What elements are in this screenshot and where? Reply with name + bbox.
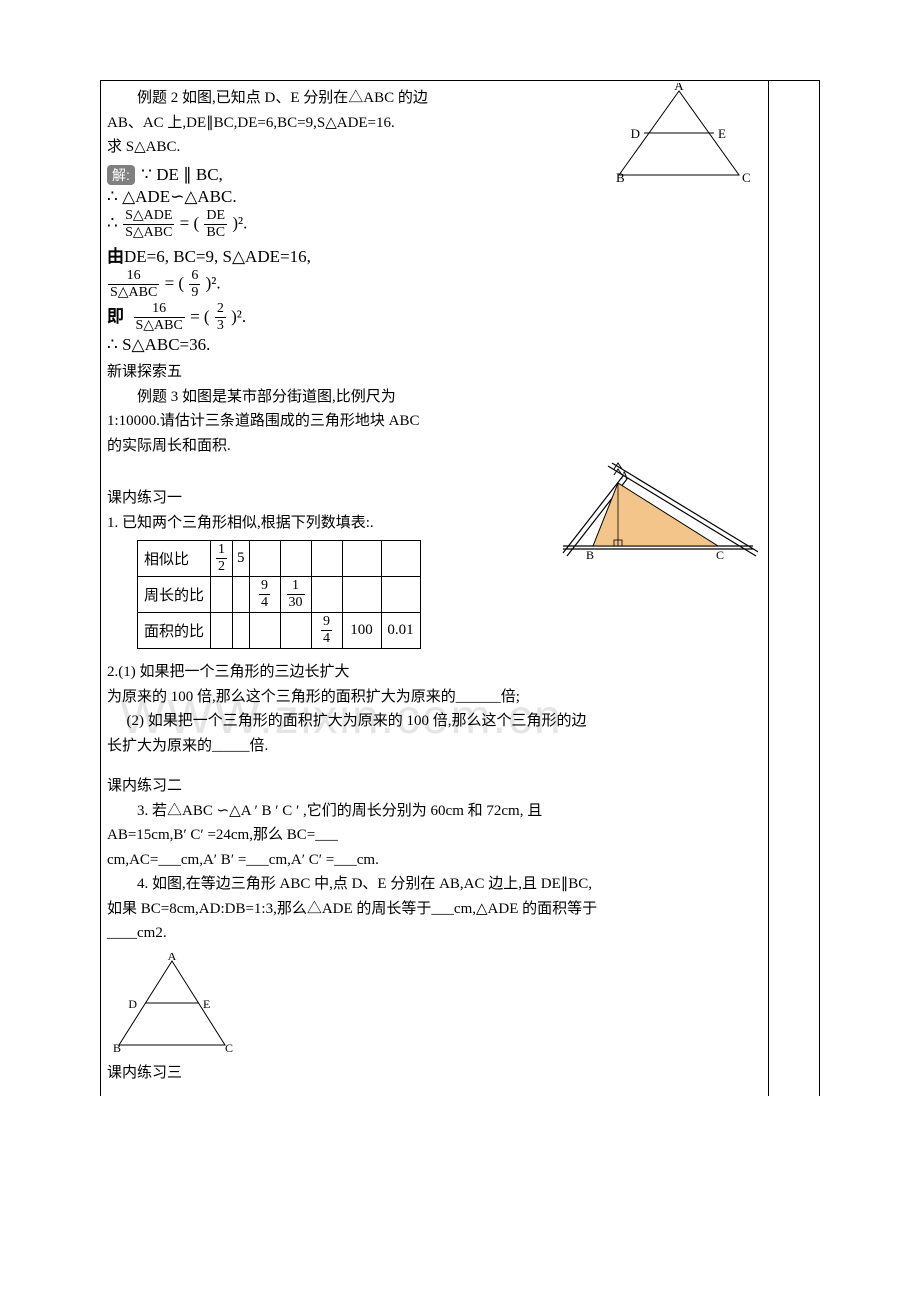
cell	[211, 577, 233, 613]
sol-l1: ∵ DE ∥ BC,	[141, 165, 223, 184]
cell	[280, 613, 311, 649]
q2-l2: 为原来的 100 倍,那么这个三角形的面积扩大为原来的______倍;	[107, 686, 762, 709]
svg-text:D: D	[128, 997, 137, 1011]
cell: 94	[249, 577, 280, 613]
practice3-title: 课内练习三	[107, 1062, 762, 1085]
cell: 5	[233, 541, 250, 577]
q2-l3: (2) 如果把一个三角形的面积扩大为原来的 100 倍,那么这个三角形的边	[107, 710, 762, 733]
table-row: 面积的比 94 100 0.01	[138, 613, 421, 649]
svg-text:C: C	[716, 548, 724, 562]
cell: 94	[311, 613, 342, 649]
row1-label: 相似比	[138, 541, 211, 577]
q4-c: ____cm2.	[107, 922, 762, 945]
cell	[233, 577, 250, 613]
cell: 100	[342, 613, 381, 649]
sol-l6: 即 16S△ABC = ( 23 )².	[107, 302, 762, 334]
svg-text:B: B	[113, 1041, 121, 1053]
tag-solution: 解:	[107, 165, 135, 185]
cell	[311, 577, 342, 613]
cell	[342, 577, 381, 613]
table-row: 相似比 12 5	[138, 541, 421, 577]
ex3-l2: 1:10000.请估计三条道路围成的三角形地块 ABC	[107, 410, 762, 433]
practice2-title: 课内练习二	[107, 775, 762, 798]
cell	[233, 613, 250, 649]
svg-text:B: B	[586, 548, 594, 562]
q3-b: AB=15cm,B′ C′ =24cm,那么 BC=___	[107, 824, 762, 847]
label-D: D	[631, 126, 640, 141]
row2-label: 周长的比	[138, 577, 211, 613]
sol-l3: ∴ S△ADES△ABC = ( DEBC )².	[107, 209, 762, 240]
cell	[311, 541, 342, 577]
side-column	[769, 81, 820, 1096]
row3-label: 面积的比	[138, 613, 211, 649]
sol-l7: ∴ S△ABC=36.	[107, 335, 762, 355]
sec5-title: 新课探索五	[107, 361, 762, 384]
cell	[280, 541, 311, 577]
q3-a: 3. 若△ABC ∽△A ′ B ′ C ′ ,它们的周长分别为 60cm 和 …	[107, 800, 762, 823]
sol-l2: ∴ △ADE∽△ABC.	[107, 187, 762, 207]
main-column: A D E B C 例题 2 如图,已知点 D、E 分别在△ABC 的边 AB、…	[101, 81, 769, 1096]
q2-l4: 长扩大为原来的_____倍.	[107, 735, 762, 758]
cell	[211, 613, 233, 649]
svg-text:C: C	[225, 1041, 233, 1053]
cell	[381, 541, 420, 577]
q4-b: 如果 BC=8cm,AD:DB=1:3,那么△ADE 的周长等于___cm,△A…	[107, 898, 762, 921]
street-map-diagram: A B C	[558, 461, 758, 571]
q2-l1: 2.(1) 如果把一个三角形的三边长扩大	[107, 661, 762, 684]
ex3-l1: 例题 3 如图是某市部分街道图,比例尺为	[107, 386, 762, 409]
ratio-table: 相似比 12 5 周长的比 94 130	[137, 540, 421, 649]
solution-block: 解: ∵ DE ∥ BC, ∴ △ADE∽△ABC. ∴ S△ADES△ABC …	[107, 165, 762, 356]
triangle-ade-diagram: A D E B C	[604, 83, 754, 183]
triangle-bottom-diagram: A D E B C	[107, 953, 237, 1053]
label-B: B	[616, 170, 625, 183]
cell: 12	[211, 541, 233, 577]
table-row: 周长的比 94 130	[138, 577, 421, 613]
q4-a: 4. 如图,在等边三角形 ABC 中,点 D、E 分别在 AB,AC 边上,且 …	[107, 873, 762, 896]
cell	[381, 577, 420, 613]
svg-text:A: A	[620, 468, 629, 482]
sol-l4: 由DE=6, BC=9, S△ADE=16,	[107, 242, 762, 267]
svg-text:E: E	[203, 997, 210, 1011]
cell	[342, 541, 381, 577]
cell: 130	[280, 577, 311, 613]
sol-l5: 16S△ABC = ( 69 )².	[107, 269, 762, 300]
ex3-l3: 的实际周长和面积.	[107, 435, 762, 458]
cell	[249, 541, 280, 577]
cell: 0.01	[381, 613, 420, 649]
content-box: A D E B C 例题 2 如图,已知点 D、E 分别在△ABC 的边 AB、…	[100, 80, 820, 1096]
label-C: C	[742, 170, 751, 183]
label-E: E	[718, 126, 726, 141]
label-A: A	[674, 83, 684, 93]
q3-c: cm,AC=___cm,A′ B′ =___cm,A′ C′ =___cm.	[107, 849, 762, 872]
svg-text:A: A	[168, 953, 177, 963]
cell	[249, 613, 280, 649]
